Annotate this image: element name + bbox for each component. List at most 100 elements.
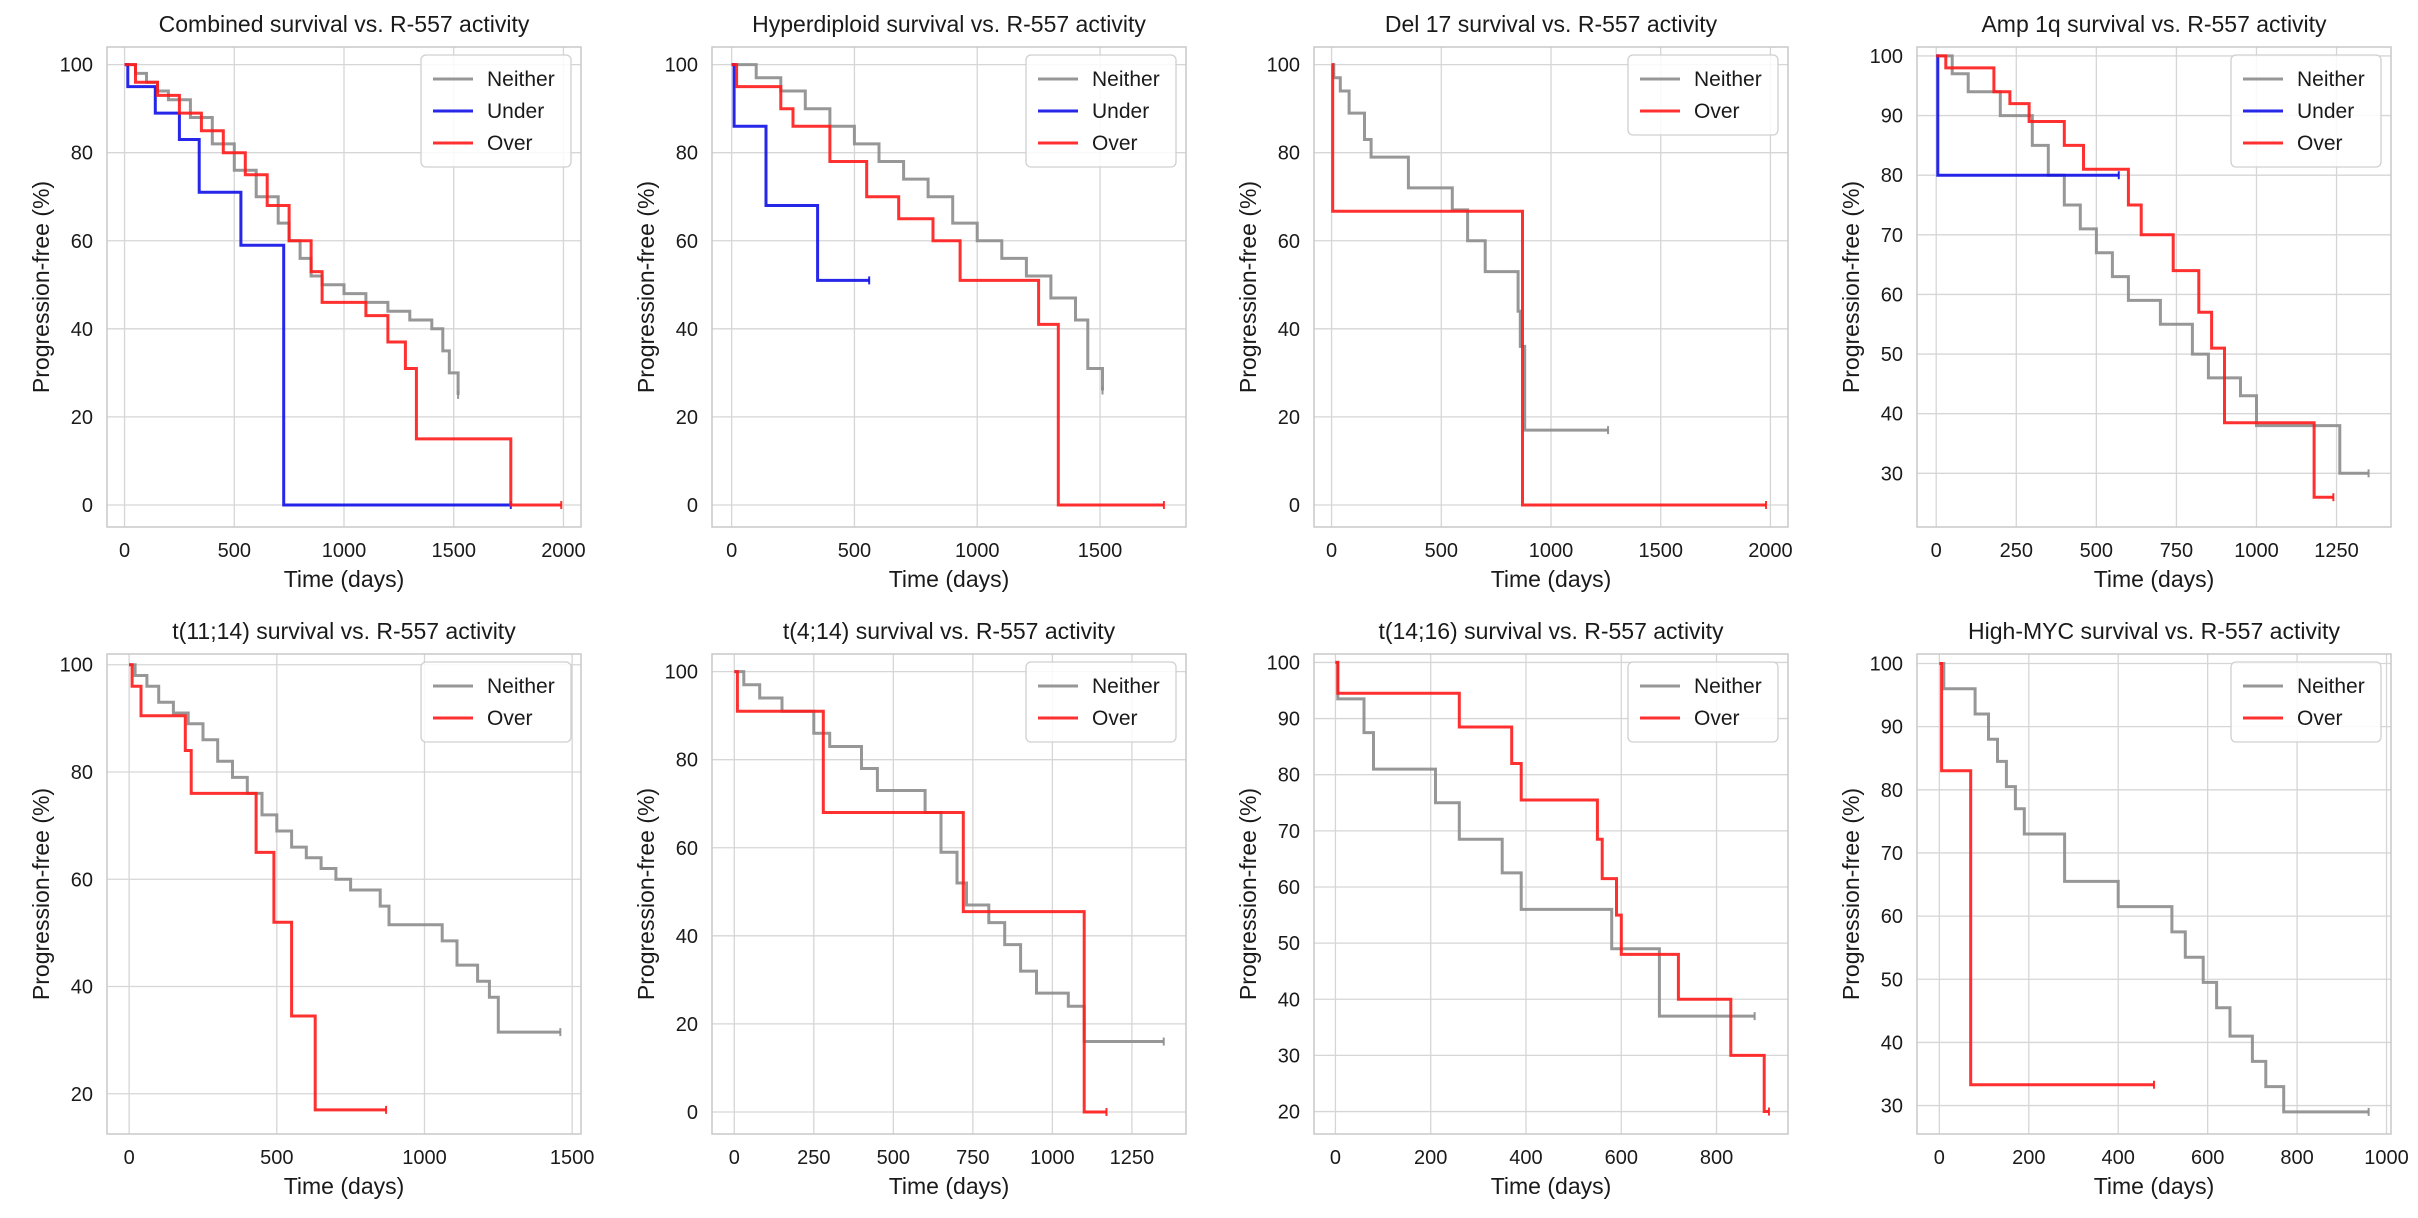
x-tick-label: 500 bbox=[877, 1147, 910, 1169]
chart-title: Combined survival vs. R-557 activity bbox=[159, 11, 530, 37]
y-tick-label: 80 bbox=[1881, 165, 1903, 187]
y-tick-label: 60 bbox=[676, 231, 698, 253]
x-tick-label: 1500 bbox=[1638, 540, 1683, 562]
legend: Neither Under Over bbox=[1025, 54, 1177, 168]
y-tick-label: 60 bbox=[71, 231, 93, 253]
y-tick-label: 80 bbox=[71, 762, 93, 784]
legend-label: Neither bbox=[1694, 68, 1762, 91]
x-tick-label: 0 bbox=[124, 1147, 135, 1169]
y-tick-label: 30 bbox=[1881, 1096, 1903, 1118]
x-tick-label: 1000 bbox=[322, 540, 367, 562]
x-axis-label: Time (days) bbox=[2094, 1173, 2215, 1199]
chart-panel-4: 0 250 500 750 1000 1250 30 40 50 60 70 80 90 100 Amp 1… bbox=[1838, 11, 2392, 592]
legend-label: Neither bbox=[487, 675, 555, 698]
chart-title: t(11;14) survival vs. R-557 activity bbox=[172, 618, 516, 644]
legend-label: Neither bbox=[2297, 675, 2365, 698]
x-axis-label: Time (days) bbox=[2094, 566, 2215, 592]
series-line-neither bbox=[731, 63, 1104, 391]
y-tick-label: 100 bbox=[1870, 46, 1903, 68]
y-tick-label: 100 bbox=[1267, 55, 1300, 77]
x-tick-label: 400 bbox=[2102, 1147, 2135, 1169]
x-axis-label: Time (days) bbox=[284, 1173, 405, 1199]
x-tick-label: 1500 bbox=[431, 540, 476, 562]
chart-panel-3: 0 500 1000 1500 2000 0 20 40 60 80 100 Del 17 survi… bbox=[1235, 11, 1793, 592]
chart-panel-8: 0 200 400 600 800 1000 30 40 50 60 70 80 90 100 High-M… bbox=[1838, 618, 2409, 1199]
x-tick-label: 500 bbox=[218, 540, 251, 562]
chart-title: Del 17 survival vs. R-557 activity bbox=[1385, 11, 1718, 37]
x-tick-label: 1000 bbox=[1529, 540, 1574, 562]
y-tick-label: 60 bbox=[1881, 284, 1903, 306]
y-tick-label: 20 bbox=[71, 1084, 93, 1106]
y-tick-label: 60 bbox=[71, 869, 93, 891]
x-tick-label: 1000 bbox=[2234, 540, 2279, 562]
series-line-over bbox=[124, 63, 562, 507]
chart-panel-5: 0 500 1000 1500 20 40 60 80 100 t(11;14) survival… bbox=[28, 618, 594, 1199]
y-tick-label: 60 bbox=[1278, 231, 1300, 253]
y-tick-label: 80 bbox=[1278, 765, 1300, 787]
x-tick-label: 0 bbox=[1330, 1147, 1341, 1169]
legend-label: Over bbox=[1694, 100, 1740, 123]
x-tick-label: 250 bbox=[2000, 540, 2033, 562]
series-line-neither bbox=[734, 670, 1164, 1043]
y-tick-label: 100 bbox=[665, 662, 698, 684]
series-line-under bbox=[731, 63, 870, 282]
series-line-over bbox=[1335, 660, 1769, 1113]
y-tick-label: 20 bbox=[1278, 1102, 1300, 1124]
series-line-neither bbox=[1936, 54, 2369, 475]
x-tick-label: 800 bbox=[1700, 1147, 1733, 1169]
y-tick-label: 70 bbox=[1278, 821, 1300, 843]
legend-box bbox=[2230, 661, 2382, 743]
x-tick-label: 0 bbox=[1934, 1147, 1945, 1169]
y-tick-label: 20 bbox=[676, 407, 698, 429]
axes-frame bbox=[711, 46, 1187, 528]
chart-panel-6: 0 250 500 750 1000 1250 0 20 40 60 80 100 t(4;14) su… bbox=[633, 618, 1187, 1199]
y-tick-label: 0 bbox=[82, 495, 93, 517]
series-line-over bbox=[731, 63, 1164, 507]
legend: Neither Under Over bbox=[420, 54, 572, 168]
legend: Neither Over bbox=[1627, 54, 1779, 136]
x-tick-label: 500 bbox=[260, 1147, 293, 1169]
axes-frame bbox=[1313, 46, 1789, 528]
legend-label: Neither bbox=[1694, 675, 1762, 698]
chart-title: t(14;16) survival vs. R-557 activity bbox=[1378, 618, 1724, 644]
x-tick-label: 1500 bbox=[550, 1147, 595, 1169]
y-tick-label: 80 bbox=[676, 750, 698, 772]
y-axis-label: Progression-free (%) bbox=[633, 181, 659, 393]
chart-title: High-MYC survival vs. R-557 activity bbox=[1968, 618, 2340, 644]
y-tick-label: 60 bbox=[1881, 906, 1903, 928]
legend-box bbox=[2230, 54, 2382, 168]
x-tick-label: 500 bbox=[838, 540, 871, 562]
y-tick-label: 40 bbox=[676, 926, 698, 948]
y-axis-label: Progression-free (%) bbox=[28, 181, 54, 393]
legend: Neither Under Over bbox=[2230, 54, 2382, 168]
y-tick-label: 40 bbox=[676, 319, 698, 341]
chart-title: t(4;14) survival vs. R-557 activity bbox=[783, 618, 1116, 644]
legend-box bbox=[1025, 661, 1177, 743]
x-tick-label: 250 bbox=[797, 1147, 830, 1169]
legend: Neither Over bbox=[2230, 661, 2382, 743]
x-axis-label: Time (days) bbox=[889, 1173, 1010, 1199]
x-axis-label: Time (days) bbox=[889, 566, 1010, 592]
axes-frame bbox=[1916, 653, 2392, 1135]
y-axis-label: Progression-free (%) bbox=[1838, 181, 1864, 393]
x-axis-label: Time (days) bbox=[1491, 1173, 1612, 1199]
x-tick-label: 1000 bbox=[1030, 1147, 1075, 1169]
y-tick-label: 100 bbox=[60, 55, 93, 77]
x-tick-label: 0 bbox=[1931, 540, 1942, 562]
legend-box bbox=[420, 54, 572, 168]
chart-panel-1: 0 500 1000 1500 2000 0 20 40 60 80 100 Combined sur… bbox=[28, 11, 586, 592]
legend-box bbox=[1627, 661, 1779, 743]
x-tick-label: 200 bbox=[2012, 1147, 2045, 1169]
y-tick-label: 90 bbox=[1278, 709, 1300, 731]
x-tick-label: 1000 bbox=[2364, 1147, 2409, 1169]
chart-title: Amp 1q survival vs. R-557 activity bbox=[1981, 11, 2327, 37]
legend-label: Over bbox=[2297, 132, 2343, 155]
axes-frame bbox=[106, 653, 582, 1135]
x-axis-label: Time (days) bbox=[284, 566, 405, 592]
legend: Neither Over bbox=[1025, 661, 1177, 743]
axes-frame bbox=[106, 46, 582, 528]
x-tick-label: 0 bbox=[119, 540, 130, 562]
series-line-neither bbox=[1939, 662, 2369, 1114]
x-tick-label: 800 bbox=[2280, 1147, 2313, 1169]
